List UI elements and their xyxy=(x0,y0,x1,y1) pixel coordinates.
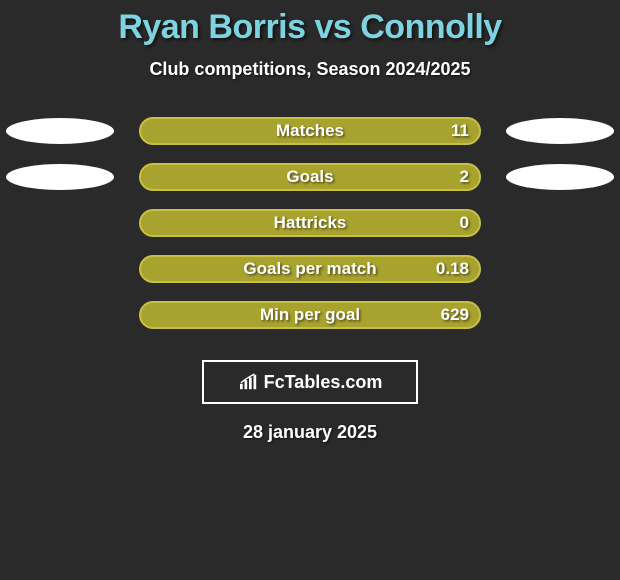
stat-label: Matches xyxy=(276,121,344,141)
logo-text: FcTables.com xyxy=(264,372,383,393)
stat-row: Matches 11 xyxy=(0,108,620,154)
stat-bar: Hattricks 0 xyxy=(139,209,481,237)
logo-box: FcTables.com xyxy=(202,360,418,404)
player-marker-left xyxy=(6,118,114,144)
stat-row: Goals per match 0.18 xyxy=(0,246,620,292)
stats-rows: Matches 11 Goals 2 Hattricks 0 Goals per match… xyxy=(0,108,620,338)
stat-row: Min per goal 629 xyxy=(0,292,620,338)
stat-value-right: 2 xyxy=(460,167,469,187)
stat-label: Min per goal xyxy=(260,305,360,325)
stat-row: Goals 2 xyxy=(0,154,620,200)
page-subtitle: Club competitions, Season 2024/2025 xyxy=(0,59,620,80)
comparison-infographic: Ryan Borris vs Connolly Club competition… xyxy=(0,0,620,443)
player-marker-right xyxy=(506,118,614,144)
page-title: Ryan Borris vs Connolly xyxy=(0,8,620,47)
stat-bar: Goals 2 xyxy=(139,163,481,191)
stat-value-right: 629 xyxy=(441,305,469,325)
player-marker-right xyxy=(506,164,614,190)
stat-value-right: 0.18 xyxy=(436,259,469,279)
stat-row: Hattricks 0 xyxy=(0,200,620,246)
stat-label: Hattricks xyxy=(274,213,347,233)
player-marker-left xyxy=(6,164,114,190)
stat-label: Goals xyxy=(286,167,333,187)
stat-bar: Matches 11 xyxy=(139,117,481,145)
stat-bar: Goals per match 0.18 xyxy=(139,255,481,283)
stat-value-right: 11 xyxy=(451,121,469,141)
stat-value-right: 0 xyxy=(460,213,469,233)
stat-bar: Min per goal 629 xyxy=(139,301,481,329)
snapshot-date: 28 january 2025 xyxy=(0,422,620,443)
chart-icon xyxy=(238,373,260,391)
stat-label: Goals per match xyxy=(243,259,376,279)
